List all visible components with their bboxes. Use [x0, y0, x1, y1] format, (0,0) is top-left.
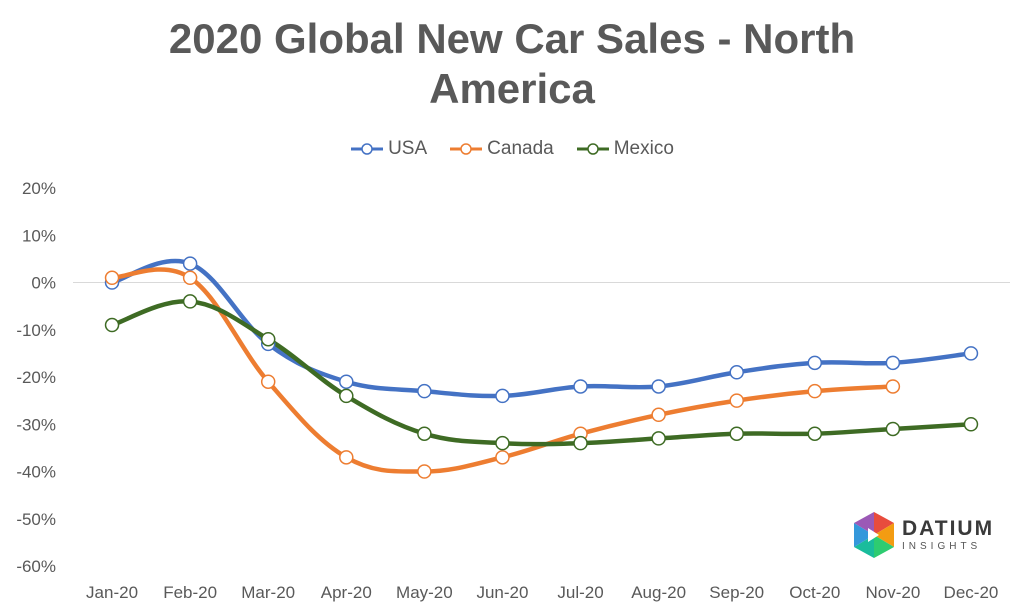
data-point-mexico: [104, 317, 120, 333]
data-point-usa: [417, 383, 432, 399]
data-point-mexico: [963, 417, 979, 432]
x-axis: Jan-20 Feb-20 Mar-20 Apr-20 May-20 Jun-20 Jul-…: [86, 583, 998, 602]
data-point-canada: [885, 379, 901, 394]
data-point-usa: [651, 379, 666, 394]
x-tick-label: Jan-20: [86, 583, 138, 602]
x-tick-label: Dec-20: [944, 583, 999, 602]
x-tick-label: Nov-20: [865, 583, 920, 602]
data-point-mexico: [260, 331, 276, 347]
data-point-usa: [495, 388, 510, 404]
logo-subtitle: INSIGHTS: [902, 541, 982, 552]
series-line-canada: [109, 267, 896, 474]
y-tick-label: 0%: [31, 274, 56, 293]
data-point-mexico: [339, 388, 354, 404]
data-point-mexico: [495, 435, 510, 451]
legend-swatch-icon: [450, 143, 483, 155]
y-tick-label: -10%: [16, 321, 56, 340]
datium-logo: DATIUM INSIGHTS: [852, 505, 1002, 565]
y-tick-label: -50%: [16, 510, 56, 529]
data-point-canada: [729, 393, 744, 408]
data-point-usa: [573, 379, 588, 394]
chart-title-line-1: 2020 Global New Car Sales - North: [168, 15, 856, 62]
data-point-usa: [963, 346, 979, 361]
y-tick-label: 20%: [22, 179, 56, 198]
x-tick-label: Jun-20: [476, 583, 528, 602]
chart-title-line-2: America: [429, 65, 595, 112]
data-point-mexico: [573, 435, 588, 451]
data-point-mexico: [729, 426, 744, 441]
y-tick-label: -30%: [16, 415, 56, 434]
x-tick-label: Aug-20: [631, 583, 686, 602]
data-point-usa: [339, 374, 354, 389]
data-point-canada: [260, 374, 276, 389]
data-point-canada: [651, 407, 666, 423]
series-line-usa: [109, 258, 974, 399]
series-lines: [109, 258, 974, 474]
data-point-usa: [807, 355, 823, 371]
y-tick-label: -20%: [16, 368, 56, 387]
legend-item-canada: Canada: [449, 138, 554, 160]
x-tick-label: Apr-20: [321, 583, 372, 602]
x-tick-label: Sep-20: [709, 583, 764, 602]
data-point-canada: [807, 383, 823, 399]
logo-name: DATIUM: [902, 517, 995, 540]
y-tick-label: -40%: [16, 463, 56, 482]
legend-label: USA: [388, 138, 428, 159]
data-point-usa: [885, 355, 901, 371]
data-point-mexico: [807, 426, 823, 441]
x-tick-label: May-20: [396, 583, 453, 602]
data-point-canada: [417, 464, 432, 479]
data-point-canada: [182, 270, 198, 286]
x-tick-label: Mar-20: [241, 583, 295, 602]
data-point-canada: [339, 450, 354, 465]
data-point-canada: [104, 270, 120, 286]
data-point-mexico: [182, 294, 198, 309]
x-tick-label: Feb-20: [163, 583, 217, 602]
legend: USA Canada Mexico: [0, 138, 1024, 160]
legend-label: Canada: [487, 138, 554, 159]
data-point-mexico: [417, 426, 432, 441]
legend-item-usa: USA: [350, 138, 427, 160]
data-point-canada: [495, 450, 510, 465]
x-tick-label: Jul-20: [557, 583, 603, 602]
series-line-mexico: [109, 299, 974, 447]
datium-hexagon-icon: [854, 512, 894, 558]
legend-label: Mexico: [613, 138, 674, 159]
legend-swatch-icon: [351, 143, 384, 155]
data-point-mexico: [651, 431, 666, 446]
data-point-usa: [729, 365, 744, 380]
data-point-usa: [182, 256, 198, 271]
x-tick-label: Oct-20: [789, 583, 840, 602]
series-points: [104, 256, 979, 479]
y-tick-label: -60%: [16, 557, 56, 576]
data-point-mexico: [885, 421, 901, 437]
y-tick-label: 10%: [22, 226, 56, 245]
legend-item-mexico: Mexico: [576, 138, 674, 160]
legend-swatch-icon: [576, 143, 609, 155]
chart-title: 2020 Global New Car Sales - North Americ…: [0, 14, 1024, 114]
y-axis: 20% 10% 0% -10% -20% -30% -40% -50% -60%: [16, 179, 56, 576]
